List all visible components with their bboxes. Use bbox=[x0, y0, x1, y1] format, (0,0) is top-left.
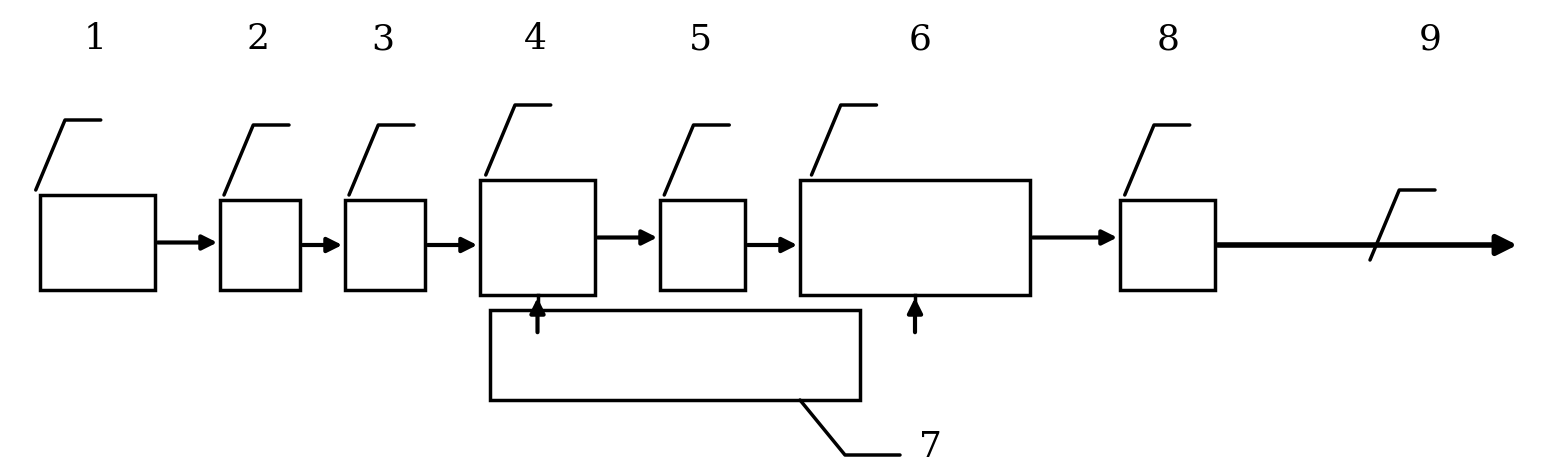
Bar bbox=[220, 200, 301, 290]
Bar bbox=[346, 200, 425, 290]
Text: 9: 9 bbox=[1418, 22, 1442, 56]
Bar bbox=[490, 310, 860, 400]
Bar bbox=[660, 200, 746, 290]
Bar bbox=[40, 195, 155, 290]
Text: 1: 1 bbox=[84, 22, 107, 56]
Text: 7: 7 bbox=[919, 430, 941, 457]
Text: 5: 5 bbox=[688, 22, 711, 56]
Text: 2: 2 bbox=[246, 22, 270, 56]
Text: 4: 4 bbox=[524, 22, 547, 56]
Text: 8: 8 bbox=[1156, 22, 1180, 56]
Text: 6: 6 bbox=[908, 22, 932, 56]
Bar bbox=[1121, 200, 1215, 290]
Bar bbox=[800, 180, 1031, 295]
Text: 3: 3 bbox=[372, 22, 395, 56]
Bar bbox=[480, 180, 595, 295]
